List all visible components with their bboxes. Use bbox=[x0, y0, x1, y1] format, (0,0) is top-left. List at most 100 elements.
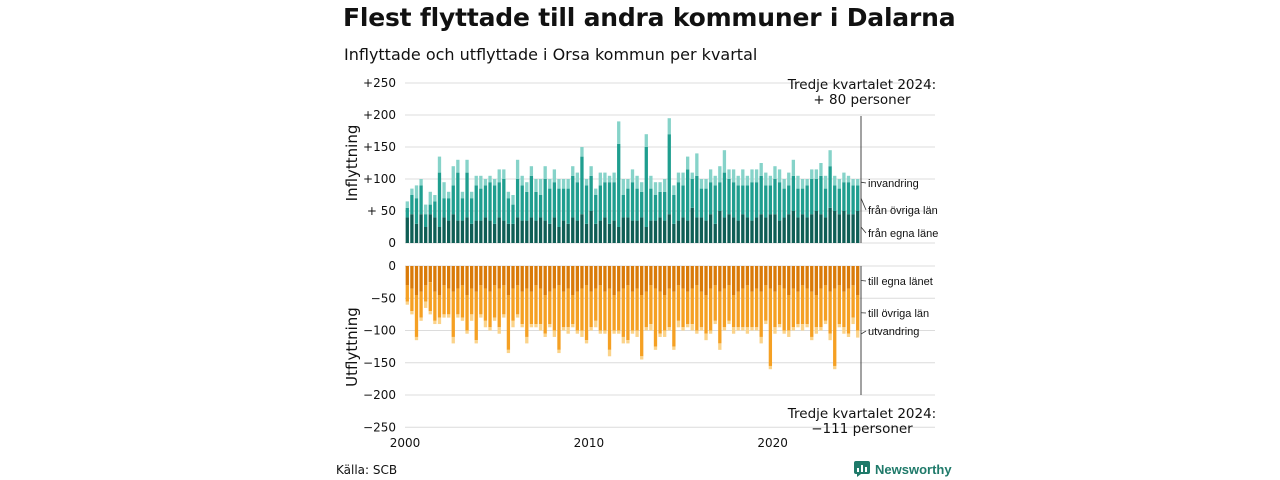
bar-out-segment bbox=[594, 320, 598, 328]
bar-in-segment bbox=[741, 214, 745, 243]
y-tick-label-out: −150 bbox=[363, 356, 396, 370]
bar-in-segment bbox=[745, 217, 750, 243]
bar-in-segment bbox=[796, 175, 800, 189]
bar-out-segment bbox=[787, 266, 791, 296]
bar-out-segment bbox=[745, 327, 750, 334]
bar-in-segment bbox=[483, 217, 488, 243]
bar-out-segment bbox=[548, 324, 552, 328]
bar-in-segment bbox=[777, 220, 782, 243]
outflow-axis-title: Utflyttning bbox=[343, 307, 361, 387]
bar-out-segment bbox=[584, 340, 589, 344]
bar-out-segment bbox=[483, 320, 488, 328]
bar-out-segment bbox=[745, 285, 750, 328]
bar-out-segment bbox=[584, 266, 589, 286]
bar-out-segment bbox=[575, 266, 579, 292]
bar-in-segment bbox=[428, 204, 432, 215]
bar-in-segment bbox=[810, 179, 814, 215]
bar-in-segment bbox=[791, 175, 796, 211]
bar-out-segment bbox=[649, 266, 653, 286]
bar-out-segment bbox=[451, 336, 455, 344]
bar-in-segment bbox=[764, 172, 768, 186]
bar-out-segment bbox=[502, 266, 506, 286]
bar-out-segment bbox=[497, 288, 501, 328]
bar-in-segment bbox=[479, 188, 483, 221]
bar-in-segment bbox=[667, 134, 671, 215]
bar-in-segment bbox=[837, 214, 841, 243]
bar-in-segment bbox=[506, 198, 511, 224]
bar-in-segment bbox=[787, 185, 791, 215]
bar-out-segment bbox=[796, 324, 800, 328]
bar-in-segment bbox=[800, 214, 805, 243]
bar-in-segment bbox=[529, 217, 534, 243]
bar-in-segment bbox=[580, 156, 584, 215]
y-tick-label-in: +100 bbox=[363, 172, 396, 186]
bar-in-segment bbox=[814, 169, 818, 179]
bar-in-segment bbox=[479, 175, 483, 189]
bar-in-segment bbox=[658, 191, 662, 218]
bar-in-segment bbox=[433, 217, 437, 243]
bar-in-segment bbox=[731, 182, 736, 218]
bar-in-segment bbox=[561, 188, 566, 221]
bar-in-segment bbox=[640, 217, 644, 243]
bar-out-segment bbox=[552, 266, 557, 289]
bar-in-segment bbox=[465, 159, 469, 173]
bar-out-segment bbox=[653, 346, 658, 350]
bar-in-segment bbox=[810, 214, 814, 243]
bar-in-segment bbox=[451, 166, 455, 186]
bar-out-segment bbox=[456, 266, 460, 289]
bar-in-segment bbox=[741, 169, 745, 186]
bar-in-segment bbox=[589, 166, 593, 176]
bar-out-segment bbox=[842, 291, 846, 328]
bar-out-segment bbox=[805, 324, 809, 328]
bar-out-segment bbox=[837, 324, 841, 328]
bar-in-segment bbox=[442, 182, 446, 199]
bar-out-segment bbox=[469, 266, 474, 289]
bar-out-segment bbox=[741, 266, 745, 289]
bar-in-segment bbox=[424, 227, 428, 243]
bar-out-segment bbox=[621, 266, 625, 289]
bar-out-segment bbox=[460, 317, 465, 321]
bar-in-segment bbox=[704, 179, 708, 189]
bar-out-segment bbox=[800, 266, 805, 286]
bar-in-segment bbox=[653, 220, 658, 243]
bar-in-segment bbox=[492, 179, 497, 186]
bar-in-segment bbox=[630, 220, 635, 243]
bar-in-segment bbox=[663, 179, 667, 192]
bar-out-segment bbox=[561, 291, 566, 328]
outflow-bars bbox=[405, 266, 860, 370]
bar-in-segment bbox=[520, 175, 524, 186]
bar-out-segment bbox=[538, 324, 543, 331]
inflow-axis-title: Inflyttning bbox=[343, 125, 361, 202]
bar-in-segment bbox=[594, 195, 598, 224]
bar-in-segment bbox=[529, 166, 534, 176]
bar-out-segment bbox=[474, 266, 478, 292]
bar-out-segment bbox=[598, 285, 602, 331]
bar-in-segment bbox=[745, 185, 750, 218]
bar-out-segment bbox=[653, 288, 658, 347]
bar-in-segment bbox=[814, 211, 818, 243]
bar-out-segment bbox=[428, 282, 432, 312]
bar-out-segment bbox=[842, 266, 846, 292]
bar-out-segment bbox=[649, 285, 653, 325]
bar-in-segment bbox=[543, 179, 547, 221]
bar-in-segment bbox=[833, 211, 837, 243]
bar-in-segment bbox=[759, 175, 763, 215]
bar-out-segment bbox=[635, 266, 639, 289]
bar-in-segment bbox=[846, 182, 851, 215]
bar-out-segment bbox=[566, 327, 570, 334]
bar-out-segment bbox=[561, 266, 566, 292]
bar-in-segment bbox=[456, 220, 460, 243]
bar-in-segment bbox=[626, 179, 630, 189]
bar-out-segment bbox=[823, 266, 828, 286]
bar-out-segment bbox=[617, 330, 621, 334]
bar-out-segment bbox=[851, 266, 855, 286]
bar-in-segment bbox=[833, 175, 837, 186]
bar-in-segment bbox=[617, 227, 621, 243]
bar-out-segment bbox=[681, 266, 685, 289]
bar-out-segment bbox=[736, 291, 740, 328]
bar-in-segment bbox=[447, 191, 451, 199]
bar-out-segment bbox=[603, 266, 607, 292]
bar-out-segment bbox=[708, 288, 713, 331]
bar-in-segment bbox=[736, 185, 740, 221]
source-note: Källa: SCB bbox=[336, 463, 398, 477]
